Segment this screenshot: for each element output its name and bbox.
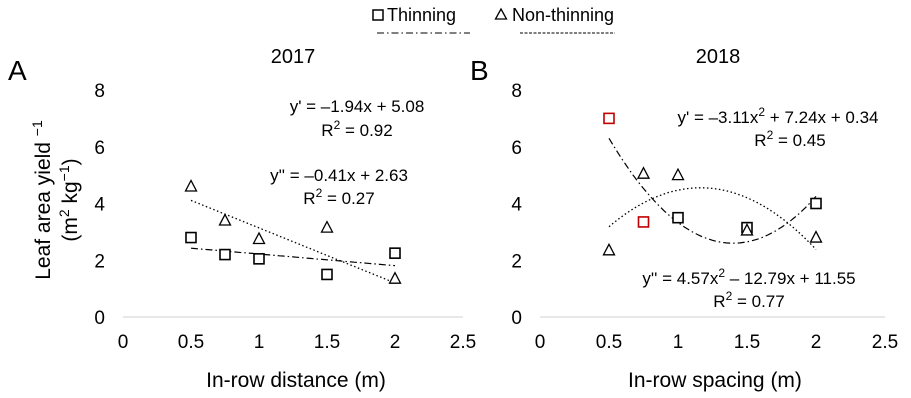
thinning-point bbox=[810, 197, 822, 210]
x-tick-label: 2 bbox=[390, 332, 401, 353]
thinning-point bbox=[185, 231, 197, 244]
non-thinning-point bbox=[184, 179, 198, 192]
panel-b-title: 2018 bbox=[696, 46, 741, 68]
y-tick-label: 2 bbox=[511, 251, 522, 272]
x-tick-label: 0 bbox=[118, 332, 129, 353]
legend-nonthinning-marker bbox=[494, 7, 508, 20]
non-thinning-point bbox=[320, 220, 334, 233]
non-thinning-point bbox=[602, 242, 616, 256]
y-tick-label: 8 bbox=[511, 81, 522, 102]
legend-nonthinning-label: Non-thinning bbox=[512, 5, 614, 25]
y-tick-label: 2 bbox=[94, 251, 105, 272]
x-tick-label: 1 bbox=[254, 332, 265, 353]
panel-b-ticks: 0 2 4 6 8 0 0.5 1 1.5 2 2.5 bbox=[511, 81, 898, 353]
thinning-point bbox=[389, 247, 401, 259]
legend-thinning-label: Thinning bbox=[387, 5, 456, 25]
panel-a-eq2-r2: R2 = 0.27 bbox=[303, 186, 374, 208]
panel-b-markers bbox=[602, 112, 823, 256]
thinning-point bbox=[253, 253, 265, 265]
non-thinning-point bbox=[809, 230, 823, 243]
y-tick-label: 0 bbox=[511, 308, 522, 329]
thinning-point bbox=[603, 112, 615, 125]
thinning-trendline bbox=[608, 137, 817, 244]
x-tick-label: 0.5 bbox=[178, 332, 204, 353]
panel-a-trendlines bbox=[190, 199, 396, 284]
y-tick-label: 6 bbox=[511, 138, 522, 159]
panel-a-eq1: y' = –1.94x + 5.08 bbox=[290, 97, 425, 116]
panel-a-eq1-r2: R2 = 0.92 bbox=[321, 118, 392, 140]
non-thinning-point bbox=[252, 231, 266, 245]
y-axis-title-line1: Leaf area yield −1 bbox=[29, 120, 55, 280]
x-tick-label: 1 bbox=[673, 332, 684, 353]
y-tick-label: 4 bbox=[94, 195, 105, 216]
panel-a-title: 2017 bbox=[271, 46, 316, 68]
panel-a-label: A bbox=[8, 55, 27, 86]
thinning-point bbox=[321, 268, 333, 281]
panel-b-eq2-r2: R2 = 0.77 bbox=[713, 289, 784, 311]
x-tick-label: 0.5 bbox=[596, 332, 622, 353]
y-tick-label: 0 bbox=[94, 308, 105, 329]
non-thinning-point bbox=[388, 271, 402, 284]
panel-b-eq2: y'' = 4.57x2 – 12.79x + 11.55 bbox=[642, 266, 855, 288]
non-thinning-point bbox=[671, 167, 685, 181]
panel-a-ticks: 0 2 4 6 8 0 0.5 1 1.5 2 2.5 bbox=[94, 81, 476, 353]
panel-b-trendlines bbox=[608, 137, 817, 250]
y-tick-label: 4 bbox=[511, 195, 522, 216]
x-tick-label: 0 bbox=[535, 332, 546, 353]
thinning-point bbox=[672, 211, 684, 224]
x-tick-label: 2 bbox=[811, 332, 822, 353]
panel-b-label: B bbox=[470, 55, 489, 86]
panel-a-x-axis-title: In-row distance (m) bbox=[206, 369, 386, 392]
y-tick-label: 6 bbox=[94, 138, 105, 159]
non-thinning-point bbox=[218, 213, 232, 226]
legend: Thinning Non-thinning bbox=[372, 5, 615, 34]
panel-a-eq2: y'' = –0.41x + 2.63 bbox=[270, 166, 408, 185]
x-tick-label: 2.5 bbox=[872, 332, 898, 353]
non-thinning-trendline bbox=[190, 199, 396, 284]
panel-b-eq1-r2: R2 = 0.45 bbox=[754, 128, 825, 150]
panel-b-x-axis-title: In-row spacing (m) bbox=[628, 369, 802, 392]
y-tick-label: 8 bbox=[94, 81, 105, 102]
panel-b: B 2018 0 2 4 6 8 0 0.5 1 1.5 2 2.5 y' = –3.11x2 + … bbox=[470, 46, 898, 392]
x-tick-label: 2.5 bbox=[450, 332, 476, 353]
y-axis-title-line2: (m2 kg−1) bbox=[56, 158, 82, 241]
non-thinning-point bbox=[636, 166, 651, 179]
panel-b-eq1: y' = –3.11x2 + 7.24x + 0.34 bbox=[677, 105, 878, 127]
legend-thinning-marker bbox=[372, 9, 384, 21]
panel-a-markers bbox=[184, 179, 402, 284]
x-tick-label: 1.5 bbox=[314, 332, 340, 353]
x-tick-label: 1.5 bbox=[734, 332, 760, 353]
non-thinning-point bbox=[740, 223, 754, 236]
thinning-point bbox=[219, 248, 231, 261]
thinning-point bbox=[637, 216, 650, 228]
y-axis-title: Leaf area yield −1 (m2 kg−1) bbox=[29, 120, 82, 280]
panel-a: A 2017 0 2 4 6 8 0 0.5 1 1.5 2 2.5 y' = –1.94x + 5… bbox=[8, 46, 476, 392]
